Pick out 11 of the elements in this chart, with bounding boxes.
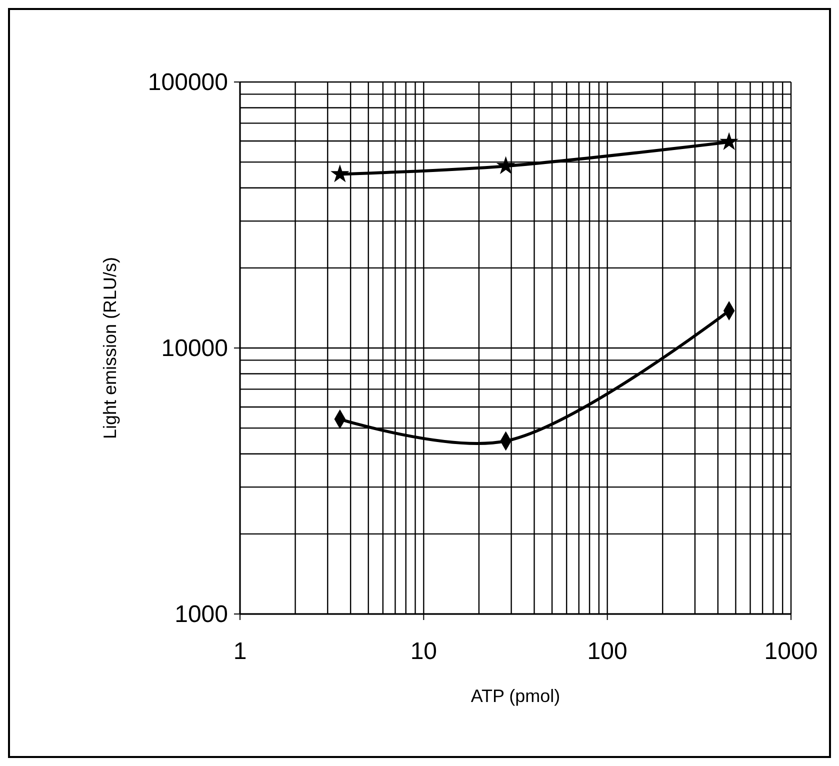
point (720, 132, 738, 150)
y-tick-label: 100000 (148, 69, 228, 96)
x-tick-label: 1000 (764, 638, 818, 665)
y-tick-label: 1000 (174, 601, 228, 628)
point (330, 164, 350, 182)
x-tick-label: 10 (410, 638, 438, 665)
x-axis-title: ATP (pmol) (470, 686, 560, 706)
y-tick-label: 10000 (161, 335, 228, 362)
x-tick-label: 1 (233, 638, 247, 665)
y-axis-title: Light emission (RLU/s) (100, 256, 120, 440)
x-tick-label: 100 (587, 638, 628, 665)
